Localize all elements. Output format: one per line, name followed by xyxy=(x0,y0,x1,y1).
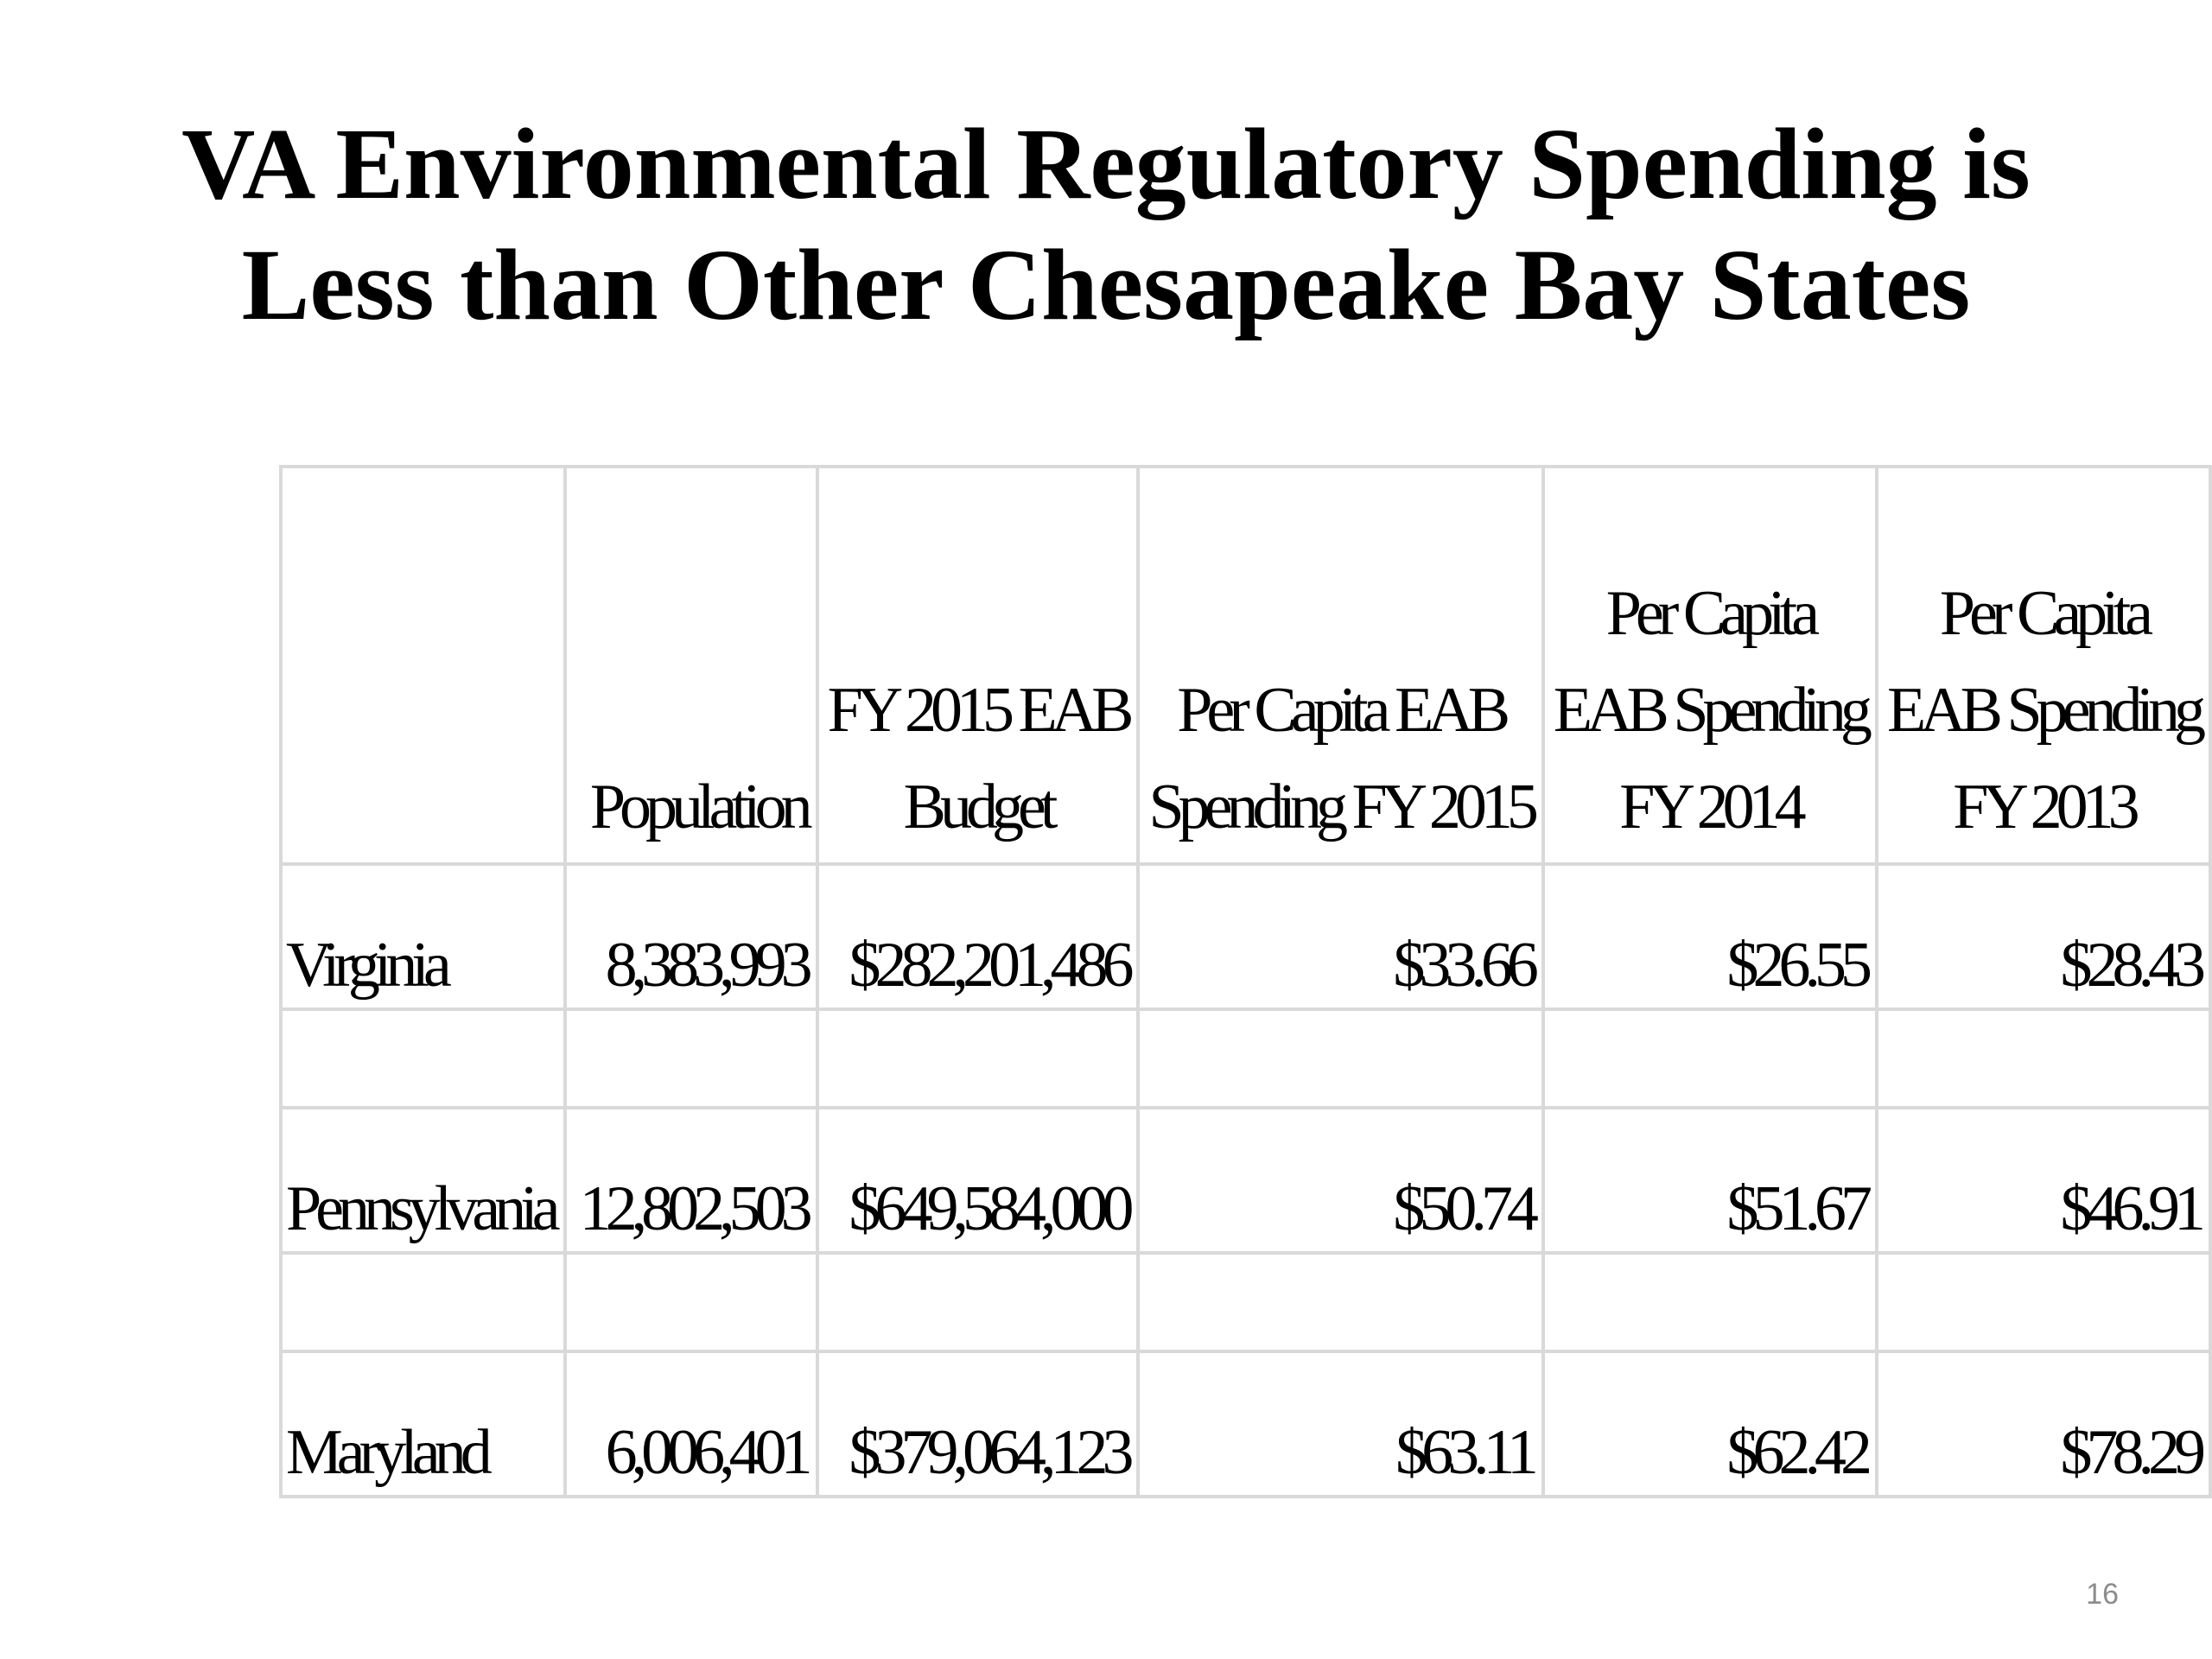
slide-title-line-2: Less than Other Chesapeake Bay States xyxy=(241,228,1971,341)
per-capita-2015-cell: $63.11 xyxy=(1136,1350,1545,1498)
empty-cell xyxy=(1541,1251,1878,1353)
empty-cell xyxy=(279,1251,567,1353)
empty-cell xyxy=(1874,1007,2212,1109)
table-row-spacer xyxy=(279,1251,2212,1353)
per-capita-2015-cell: $33.66 xyxy=(1136,862,1545,1011)
empty-cell xyxy=(279,1007,567,1109)
empty-cell xyxy=(1541,1007,1878,1109)
table-row-maryland: Maryland 6,006,401 $379,064,123 $63.11 $… xyxy=(279,1350,2212,1498)
empty-cell xyxy=(1136,1007,1545,1109)
empty-cell xyxy=(815,1251,1141,1353)
budget-cell: $379,064,123 xyxy=(815,1350,1141,1498)
per-capita-2015-cell: $50.74 xyxy=(1136,1106,1545,1255)
spending-table: Population FY 2015 EAB Budget Per Capita… xyxy=(279,465,2212,1498)
table-row-virginia: Virginia 8,383,993 $282,201,486 $33.66 $… xyxy=(279,862,2212,1011)
budget-cell: $282,201,486 xyxy=(815,862,1141,1011)
table-header-row: Population FY 2015 EAB Budget Per Capita… xyxy=(279,465,2212,866)
state-cell: Maryland xyxy=(279,1350,567,1498)
header-cell-budget: FY 2015 EAB Budget xyxy=(815,465,1141,866)
per-capita-2013-cell: $46.91 xyxy=(1874,1106,2212,1255)
state-cell: Virginia xyxy=(279,862,567,1011)
per-capita-2014-cell: $51.67 xyxy=(1541,1106,1878,1255)
per-capita-2013-cell: $28.43 xyxy=(1874,862,2212,1011)
header-cell-per-capita-2015: Per Capita EAB Spending FY 2015 xyxy=(1136,465,1545,866)
table-row-spacer xyxy=(279,1007,2212,1109)
empty-cell xyxy=(1136,1251,1545,1353)
per-capita-2013-cell: $78.29 xyxy=(1874,1350,2212,1498)
header-cell-per-capita-2014: Per Capita EAB Spending FY 2014 xyxy=(1541,465,1878,866)
per-capita-2014-cell: $26.55 xyxy=(1541,862,1878,1011)
header-cell-population: Population xyxy=(563,465,819,866)
empty-cell xyxy=(815,1007,1141,1109)
slide-title: VA Environmental Regulatory Spending is … xyxy=(0,104,2212,346)
header-cell-state xyxy=(279,465,567,866)
population-cell: 8,383,993 xyxy=(563,862,819,1011)
budget-cell: $649,584,000 xyxy=(815,1106,1141,1255)
spending-table-container: Population FY 2015 EAB Budget Per Capita… xyxy=(279,465,2212,1498)
empty-cell xyxy=(1874,1251,2212,1353)
population-cell: 12,802,503 xyxy=(563,1106,819,1255)
per-capita-2014-cell: $62.42 xyxy=(1541,1350,1878,1498)
page-number: 16 xyxy=(2086,1578,2119,1611)
slide-title-line-1: VA Environmental Regulatory Spending is xyxy=(181,107,2031,220)
empty-cell xyxy=(563,1251,819,1353)
population-cell: 6,006,401 xyxy=(563,1350,819,1498)
header-cell-per-capita-2013: Per Capita EAB Spending FY 2013 xyxy=(1874,465,2212,866)
state-cell: Pennsylvania xyxy=(279,1106,567,1255)
empty-cell xyxy=(563,1007,819,1109)
table-row-pennsylvania: Pennsylvania 12,802,503 $649,584,000 $50… xyxy=(279,1106,2212,1255)
